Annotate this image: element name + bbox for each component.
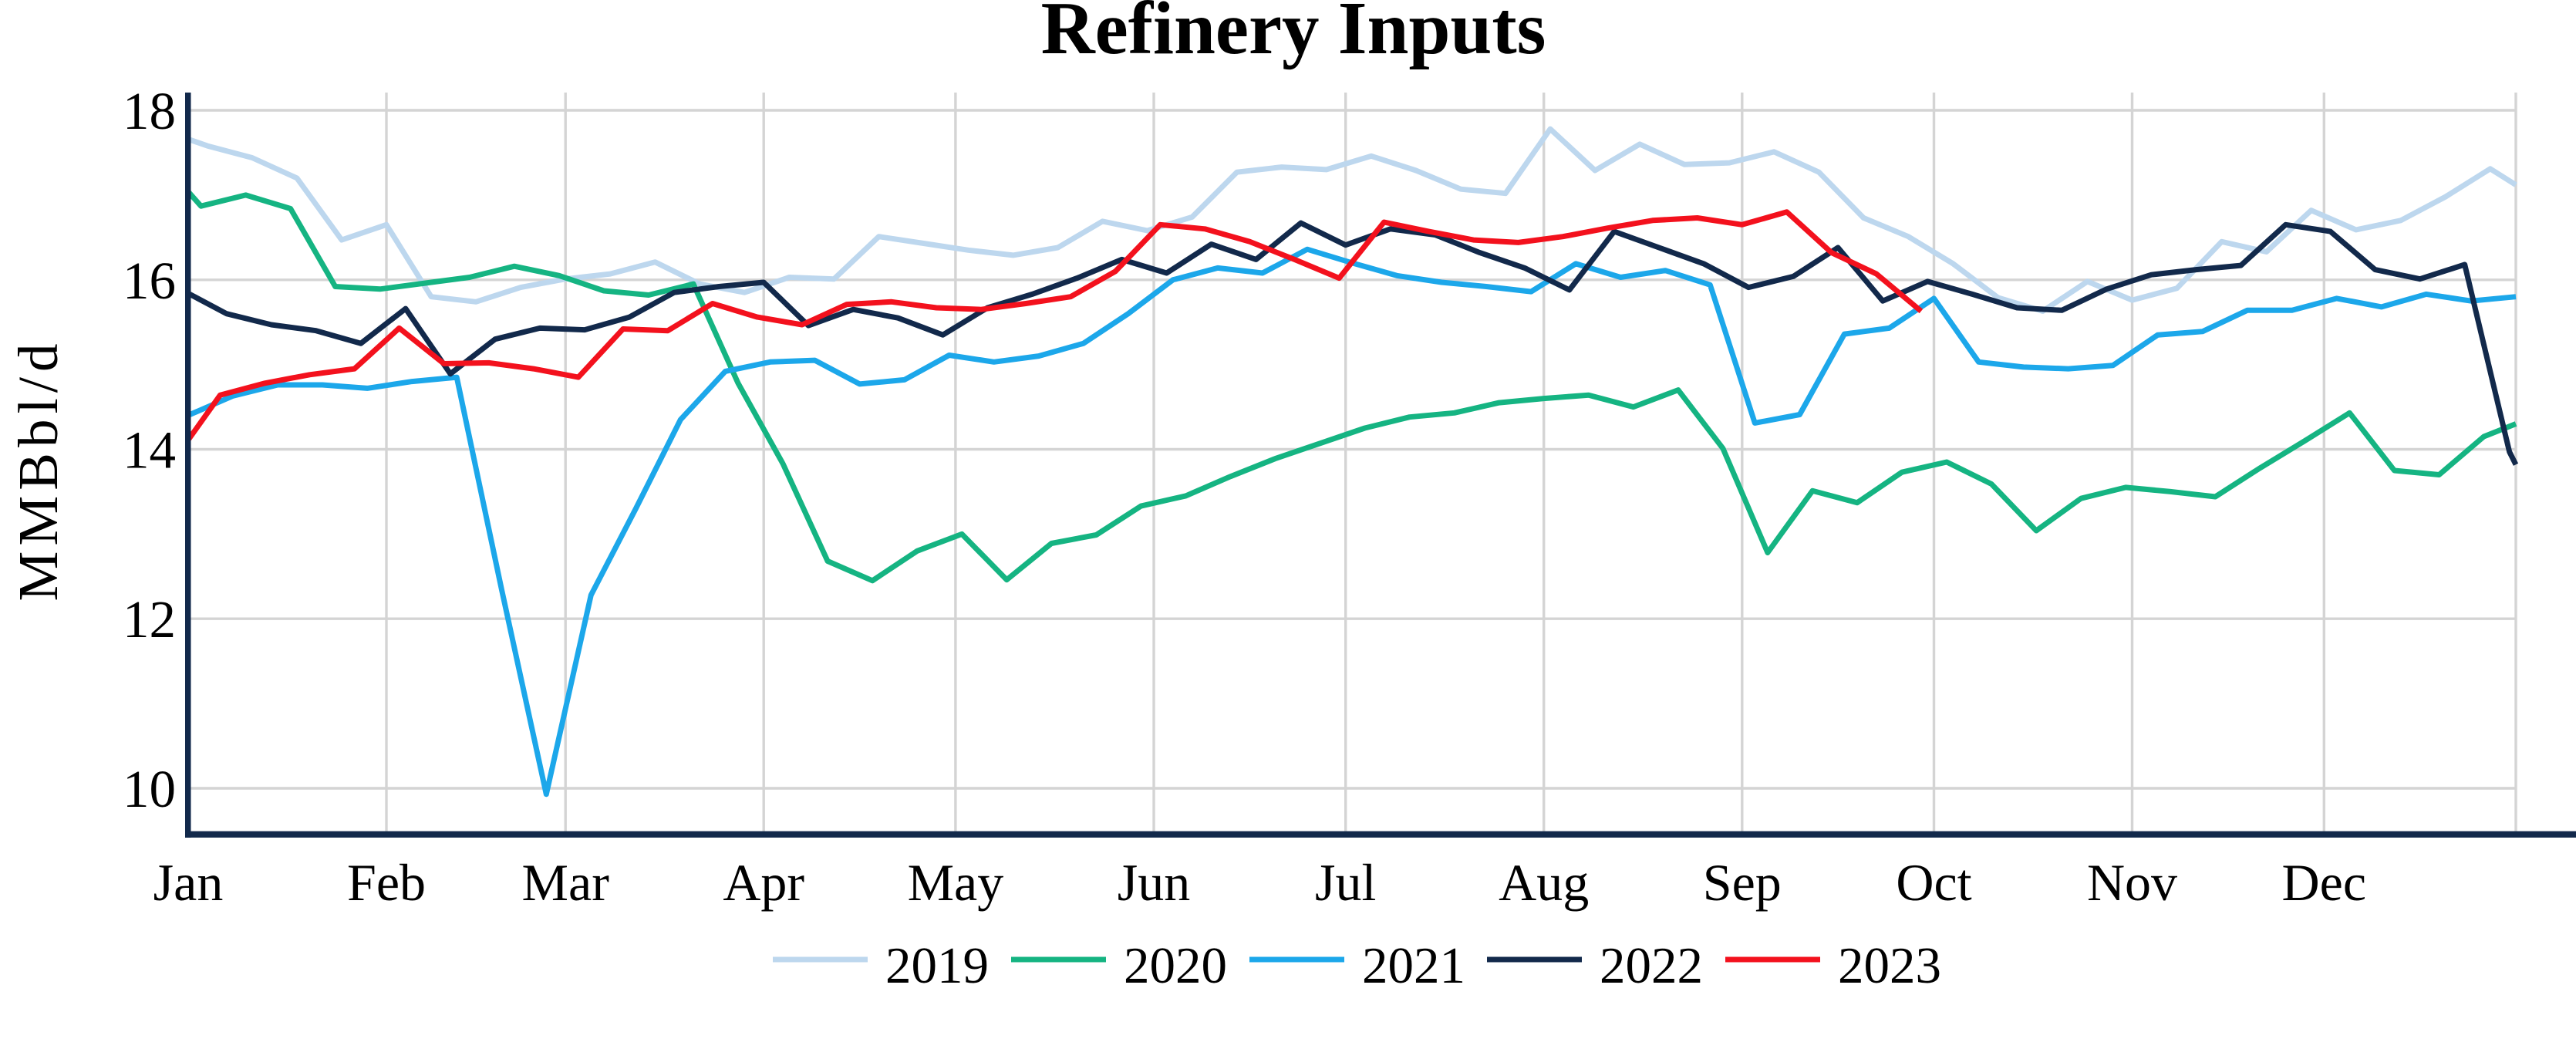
svg-text:Sep: Sep: [1703, 853, 1782, 912]
svg-text:MMBbl/d: MMBbl/d: [7, 338, 69, 601]
svg-text:May: May: [908, 853, 1004, 912]
svg-text:2022: 2022: [1600, 937, 1703, 994]
svg-text:2021: 2021: [1362, 937, 1465, 994]
svg-text:Apr: Apr: [723, 853, 804, 912]
svg-text:Jul: Jul: [1315, 853, 1376, 912]
svg-text:Nov: Nov: [2087, 853, 2177, 912]
svg-text:14: 14: [123, 421, 176, 480]
svg-text:Oct: Oct: [1896, 853, 1971, 912]
svg-text:Jun: Jun: [1118, 853, 1190, 912]
svg-text:10: 10: [123, 760, 176, 818]
svg-text:Dec: Dec: [2282, 853, 2366, 912]
svg-text:18: 18: [123, 82, 176, 140]
svg-text:2020: 2020: [1124, 937, 1227, 994]
svg-text:Mar: Mar: [522, 853, 610, 912]
svg-text:12: 12: [123, 590, 176, 649]
svg-text:2023: 2023: [1838, 937, 1941, 994]
svg-text:Aug: Aug: [1499, 853, 1589, 912]
svg-text:Jan: Jan: [153, 853, 224, 912]
svg-text:Feb: Feb: [347, 853, 426, 912]
svg-text:16: 16: [123, 251, 176, 310]
svg-text:Refinery Inputs: Refinery Inputs: [1041, 0, 1546, 69]
svg-text:2019: 2019: [885, 937, 989, 994]
